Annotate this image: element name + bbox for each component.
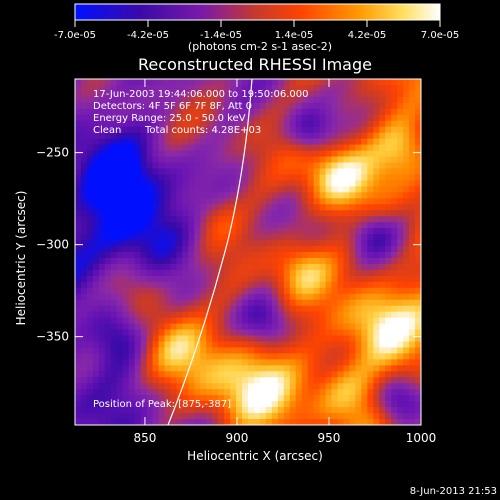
colorbar-tick-label: -1.4e-05 bbox=[200, 30, 242, 41]
annotation-time-range: 17-Jun-2003 19:44:06.000 to 19:50:06.000 bbox=[93, 89, 309, 100]
solar-limb-curve bbox=[167, 79, 253, 425]
y-tick-label: −250 bbox=[36, 146, 69, 160]
colorbar-tick-label: 4.2e-05 bbox=[348, 30, 386, 41]
x-tick-label: 1000 bbox=[406, 431, 437, 445]
colorbar-unit-label: (photons cm-2 s-1 asec-2) bbox=[188, 40, 332, 53]
annotation-peak: Position of Peak: [875,-387] bbox=[93, 399, 231, 410]
footer-date: 8-Jun-2013 21:53 bbox=[410, 486, 497, 497]
x-axis-label: Heliocentric X (arcsec) bbox=[187, 449, 323, 463]
annotation-detectors: Detectors: 4F 5F 6F 7F 8F, Att 0 bbox=[93, 101, 252, 112]
annotation-energy-range: Energy Range: 25.0 - 50.0 keV bbox=[93, 113, 246, 124]
annotation-method: Clean bbox=[93, 125, 121, 136]
y-tick-label: −350 bbox=[36, 330, 69, 344]
y-axis-label: Heliocentric Y (arcsec) bbox=[14, 191, 28, 326]
chart-title: Reconstructed RHESSI Image bbox=[138, 55, 372, 74]
x-tick-label: 900 bbox=[226, 431, 249, 445]
x-tick-label: 950 bbox=[318, 431, 341, 445]
plot-frame bbox=[74, 78, 422, 426]
colorbar-tick-label: -4.2e-05 bbox=[127, 30, 169, 41]
colorbar-tick-label: 7.0e-05 bbox=[421, 30, 459, 41]
colorbar-tick-label: 1.4e-05 bbox=[275, 30, 313, 41]
annotation-total-counts: Total counts: 4.28E+03 bbox=[144, 125, 261, 136]
heatmap-image bbox=[75, 79, 421, 425]
colorbar-tick-label: -7.0e-05 bbox=[54, 30, 96, 41]
x-tick-label: 850 bbox=[133, 431, 156, 445]
colorbar bbox=[74, 3, 441, 21]
y-tick-label: −300 bbox=[36, 238, 69, 252]
